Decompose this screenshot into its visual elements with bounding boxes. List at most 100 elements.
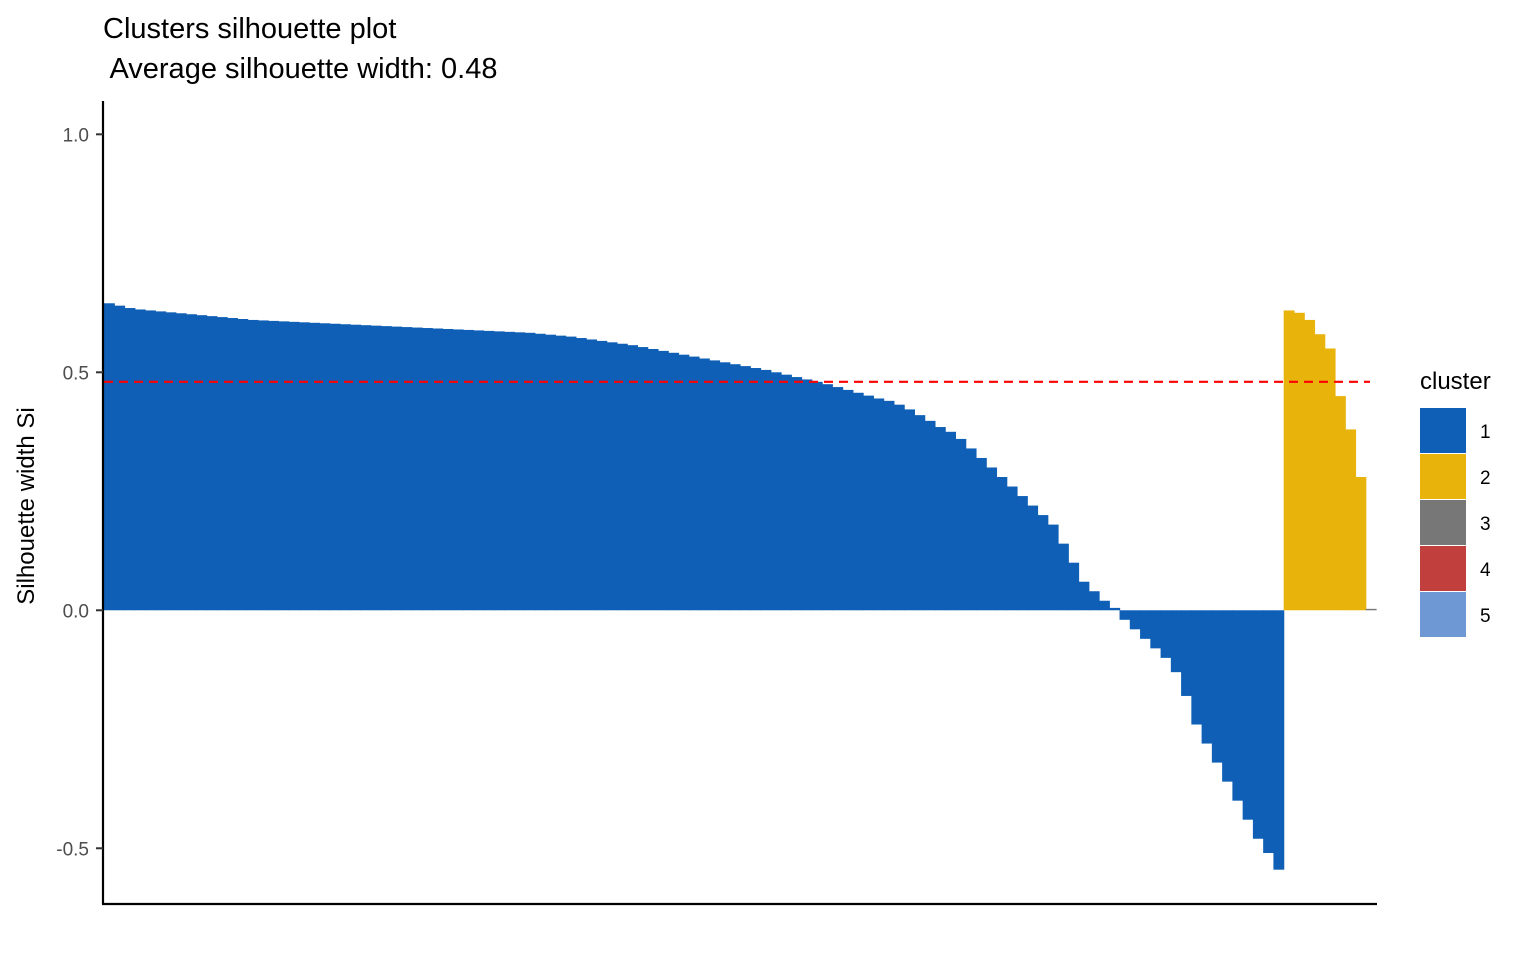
bar-cluster-1-8 [186,314,197,611]
bar-cluster-1-88 [1006,486,1018,611]
bar-cluster-1-94 [1068,562,1080,611]
bar-cluster-1-80 [924,420,936,611]
bar-cluster-1-56 [678,354,690,611]
bar-cluster-1-1 [114,305,126,611]
legend-label-3: 3 [1480,514,1491,535]
chart-subtitle: Average silhouette width: 0.48 [103,53,497,85]
bar-cluster-1-48 [596,340,608,611]
bar-cluster-1-100 [1129,610,1141,630]
bar-cluster-1-35 [463,329,474,611]
bar-cluster-1-59 [709,360,721,611]
bar-cluster-1-60 [719,362,731,611]
legend-label-4: 4 [1480,560,1491,581]
bar-cluster-1-14 [247,319,259,611]
bar-cluster-1-105 [1181,610,1192,696]
bar-cluster-1-28 [391,326,403,611]
bar-cluster-1-92 [1047,524,1059,611]
bar-cluster-1-110 [1232,610,1244,801]
bar-cluster-1-25 [360,325,372,611]
bar-cluster-1-58 [698,358,710,611]
bar-cluster-1-57 [688,356,700,611]
bar-cluster-1-40 [514,332,526,611]
bar-cluster-1-74 [863,395,874,611]
bar-cluster-1-97 [1099,600,1110,611]
bar-cluster-1-13 [237,318,249,611]
bar-cluster-1-24 [350,324,362,611]
bar-cluster-1-85 [975,457,987,611]
bar-cluster-1-98 [1109,607,1121,611]
bar-cluster-1-95 [1078,581,1090,611]
bar-cluster-1-64 [760,369,772,611]
bar-cluster-1-30 [411,327,423,611]
bar-cluster-1-15 [257,320,269,611]
bars-group [104,303,1377,870]
bar-cluster-1-63 [750,368,762,611]
y-axis-label: Silhouette width Si [13,407,40,604]
bar-cluster-1-86 [986,467,998,611]
bar-cluster-1-16 [268,320,279,611]
bar-cluster-1-19 [298,322,310,611]
bar-cluster-1-54 [657,350,669,611]
legend-title: cluster [1420,368,1491,395]
bar-cluster-1-66 [781,374,792,611]
bar-cluster-1-11 [216,317,228,611]
bar-cluster-1-70 [822,384,833,611]
bar-cluster-1-27 [380,326,392,611]
bar-cluster-1-44 [555,335,567,611]
legend-key-1 [1420,408,1466,453]
bar-cluster-1-18 [288,321,300,611]
y-tick-label: 1.0 [63,125,89,146]
bar-cluster-2-4 [1324,348,1336,611]
bar-cluster-1-12 [227,318,238,611]
bar-cluster-1-78 [904,409,915,611]
bar-cluster-1-53 [647,348,659,611]
bar-cluster-1-31 [422,328,433,611]
bar-cluster-1-103 [1160,610,1172,658]
bar-cluster-1-42 [534,333,546,611]
bar-cluster-1-99 [1119,610,1131,620]
bar-cluster-1-77 [893,404,905,611]
bar-cluster-1-106 [1191,610,1203,725]
bar-cluster-1-112 [1252,610,1264,839]
bar-cluster-1-62 [740,366,751,611]
bar-cluster-1-45 [565,336,577,611]
y-ticks-group: -0.5 0.0 0.5 1.0 [56,125,103,860]
bar-cluster-1-67 [791,377,803,611]
bar-cluster-1-76 [883,400,895,611]
bar-cluster-1-91 [1037,515,1049,611]
bar-cluster-1-108 [1211,610,1223,763]
bar-cluster-1-20 [309,322,321,611]
bar-cluster-1-41 [524,332,536,611]
bar-cluster-1-107 [1201,610,1213,744]
bar-cluster-1-51 [627,345,639,611]
bar-cluster-1-52 [637,347,649,611]
bar-cluster-1-17 [278,321,290,611]
bar-cluster-2-2 [1304,319,1316,611]
bar-cluster-1-89 [1016,496,1028,611]
bar-cluster-1-9 [196,315,208,611]
bar-cluster-1-87 [996,477,1008,611]
y-tick-label: -0.5 [56,839,89,860]
bar-cluster-1-93 [1058,543,1069,611]
bar-cluster-1-5 [155,311,167,611]
bar-cluster-1-33 [442,328,454,611]
bar-cluster-2-3 [1314,334,1326,611]
bar-cluster-1-22 [329,323,341,611]
bar-cluster-1-96 [1088,591,1100,611]
bar-cluster-1-34 [452,329,464,611]
bar-cluster-1-81 [934,427,946,611]
bar-cluster-1-10 [206,316,218,611]
bar-cluster-1-69 [811,381,823,611]
bar-cluster-1-39 [504,331,515,611]
bar-cluster-1-26 [370,325,382,611]
bar-cluster-1-75 [873,398,885,611]
bar-cluster-1-65 [770,372,782,611]
bar-cluster-1-84 [965,448,977,611]
bar-cluster-1-61 [729,364,741,611]
bar-cluster-1-36 [473,330,485,611]
bar-cluster-1-90 [1027,505,1039,611]
bar-cluster-1-38 [493,331,505,611]
bar-cluster-1-6 [165,312,177,611]
bar-cluster-2-0 [1283,310,1295,611]
